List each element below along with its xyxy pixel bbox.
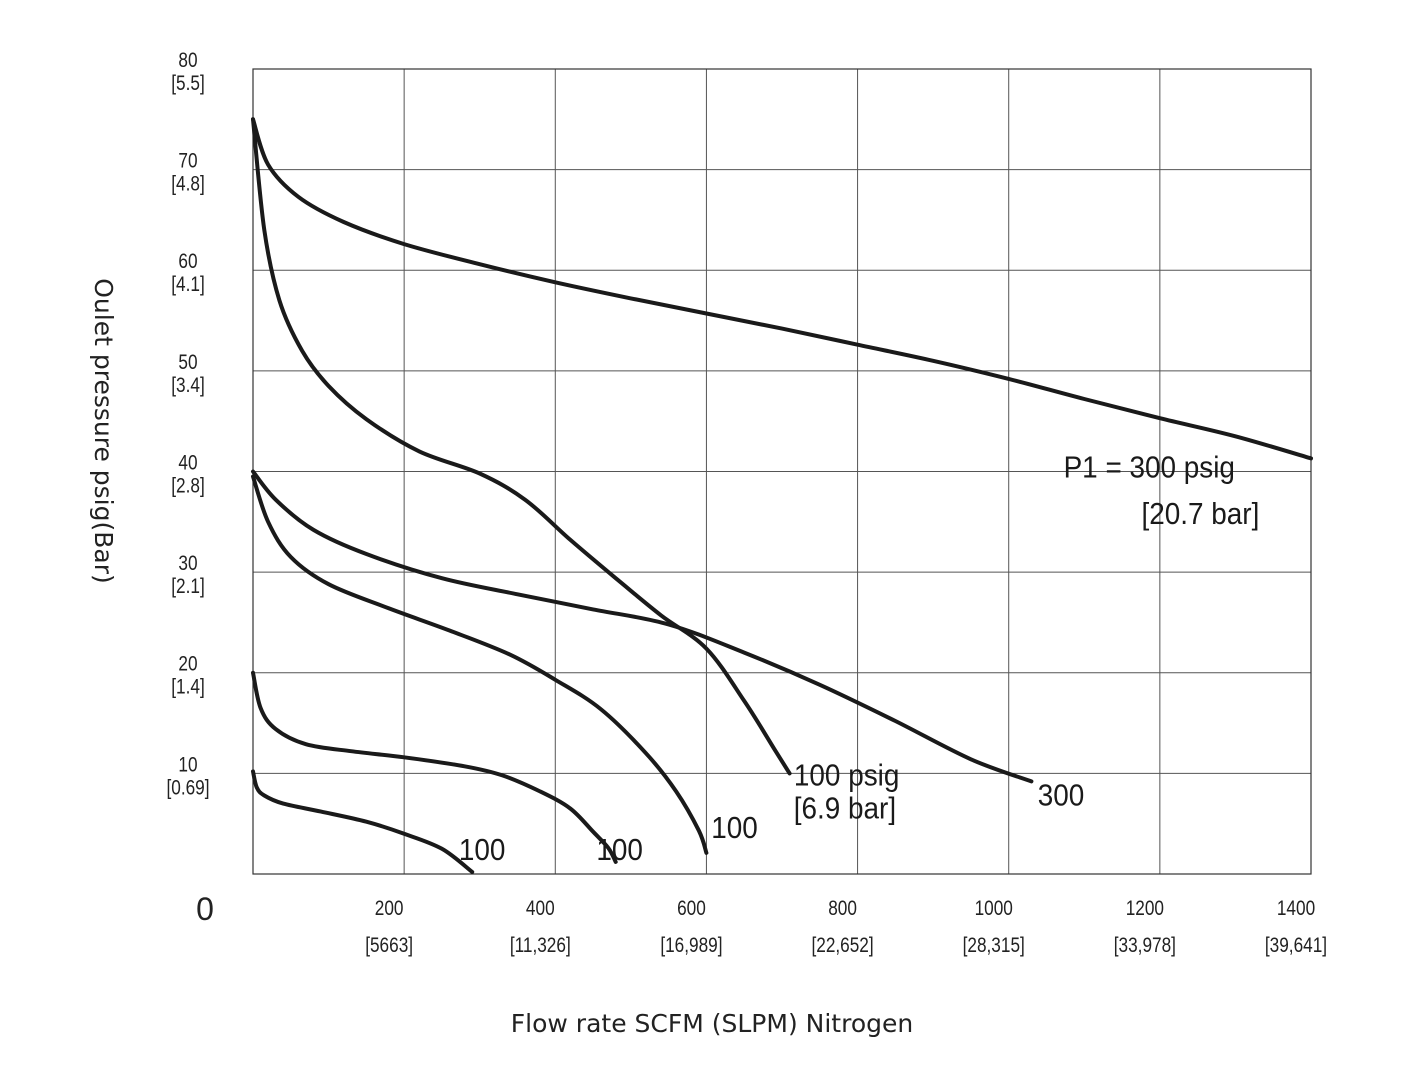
x-tick-sublabel: [22,652] [811, 935, 873, 958]
x-tick-label: 400 [526, 898, 555, 921]
x-tick-sublabel: [39,641] [1265, 935, 1327, 958]
curve-annotation: P1 = 300 psig [1064, 450, 1235, 485]
series-line-5 [251, 670, 618, 864]
y-tick-sublabel: [4.1] [171, 274, 204, 297]
curve-annotation: 300 [1038, 778, 1085, 813]
y-tick-label: 40 [178, 452, 197, 475]
x-tick-sublabel: [33,978] [1114, 935, 1176, 958]
curve-annotation: 100 [596, 833, 643, 868]
curve-annotation: [6.9 bar] [794, 791, 896, 826]
x-tick-sublabel: [28,315] [963, 935, 1025, 958]
x-tick-label: 1400 [1277, 898, 1315, 921]
grid [253, 68, 1312, 874]
x-tick-sublabel: [16,989] [660, 935, 722, 958]
series-line-4 [251, 474, 709, 855]
x-tick-label: 600 [677, 898, 706, 921]
y-tick-labels: 10[0.69]20[1.4]30[2.1]40[2.8]50[3.4]60[4… [166, 50, 209, 800]
series-line-2 [251, 469, 1034, 784]
curve-annotation: 100 [459, 833, 506, 868]
series-line-1 [251, 117, 1313, 461]
x-tick-label: 200 [375, 898, 404, 921]
y-tick-label: 60 [178, 251, 197, 274]
curve-annotations: P1 = 300 psig [20.7 bar] 300 100 psig[6.9 b… [459, 450, 1259, 867]
series-group [251, 117, 1313, 874]
series-line-3 [251, 117, 792, 776]
y-tick-sublabel: [0.69] [166, 777, 209, 800]
x-tick-labels: 200 [5663] 400 [11,326] 600 [16,989] 800 [22,65… [365, 898, 1327, 958]
y-tick-sublabel: [3.4] [171, 374, 204, 397]
y-tick-label: 50 [178, 351, 197, 374]
y-tick-label: 30 [178, 553, 197, 576]
x-tick-label: 1200 [1126, 898, 1164, 921]
x-tick-label: 800 [828, 898, 857, 921]
x-tick-sublabel: [11,326] [510, 935, 571, 958]
y-tick-sublabel: [2.1] [171, 576, 204, 599]
series-line-6 [251, 769, 475, 874]
x-tick-sublabel: [5663] [365, 935, 413, 958]
y-tick-label: 70 [178, 150, 197, 173]
x-tick-label: 1000 [975, 898, 1013, 921]
y-tick-label: 10 [178, 754, 197, 777]
curve-annotation: [20.7 bar] [1141, 496, 1259, 531]
y-tick-label: 80 [178, 50, 197, 73]
y-tick-sublabel: [1.4] [171, 676, 204, 699]
y-tick-sublabel: [4.8] [171, 173, 204, 196]
origin-label: 0 [196, 891, 214, 927]
y-tick-sublabel: [5.5] [171, 73, 204, 96]
curve-annotation: 100 [711, 810, 758, 845]
y-axis-label: Oulet pressure psig(Bar) [89, 278, 118, 584]
y-tick-sublabel: [2.8] [171, 475, 204, 498]
y-tick-label: 20 [178, 653, 197, 676]
x-axis-label: Flow rate SCFM (SLPM) Nitrogen [511, 1009, 913, 1038]
curve-annotation: 100 psig [794, 758, 899, 793]
